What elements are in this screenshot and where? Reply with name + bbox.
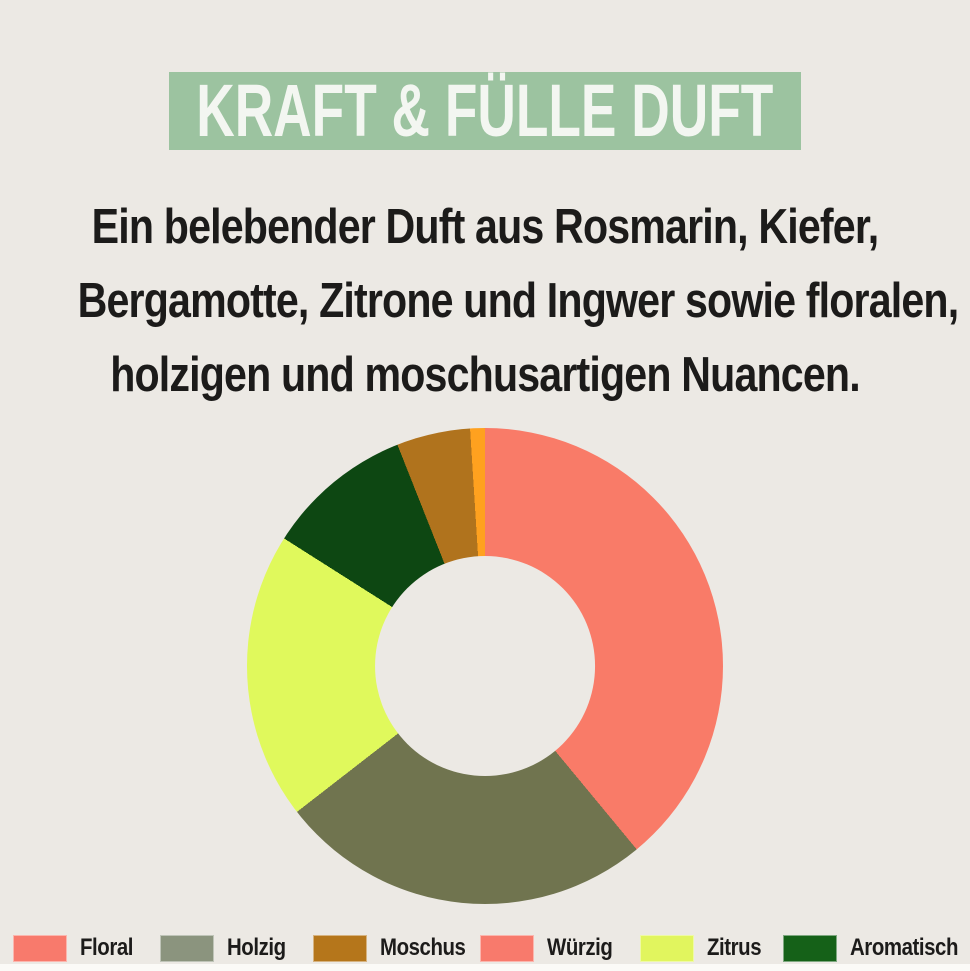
legend-label-moschus: Moschus [380,934,466,961]
legend-item-zitrus: Zitrus [640,933,771,963]
legend-swatch-zitrus [640,934,694,962]
description-line-3: holzigen und moschusartigen Nuancen. [110,348,860,402]
donut-chart [247,428,723,904]
legend-item-moschus: Moschus [313,933,481,963]
legend-swatch-moschus [313,934,367,962]
description-line-1: Ein belebender Duft aus Rosmarin, Kiefer… [91,200,880,254]
legend-label-aromatisch: Aromatisch [850,934,958,961]
legend-label-zitrus: Zitrus [707,934,762,961]
legend-swatch-aromatisch [783,934,837,962]
legend-item-wuerzig: Würzig [480,933,624,963]
legend-label-holzig: Holzig [227,934,286,961]
legend-swatch-holzig [160,934,214,962]
page-title: KRAFT & FÜLLE DUFT [196,69,774,152]
legend-swatch-wuerzig [480,934,534,962]
description-line-2: Bergamotte, Zitrone und Ingwer sowie flo… [77,274,960,328]
bottom-strip [0,964,970,971]
chart-legend: Floral Holzig Moschus Würzig Zitrus Arom… [0,933,970,964]
legend-item-floral: Floral [13,933,142,963]
legend-label-floral: Floral [80,934,133,961]
legend-swatch-floral [13,934,67,962]
legend-item-aromatisch: Aromatisch [783,933,970,963]
legend-item-holzig: Holzig [160,933,296,963]
legend-label-wuerzig: Würzig [547,934,613,961]
donut-hole [375,556,595,776]
title-banner: KRAFT & FÜLLE DUFT [169,72,801,150]
description: Ein belebender Duft aus Rosmarin, Kiefer… [0,190,970,412]
